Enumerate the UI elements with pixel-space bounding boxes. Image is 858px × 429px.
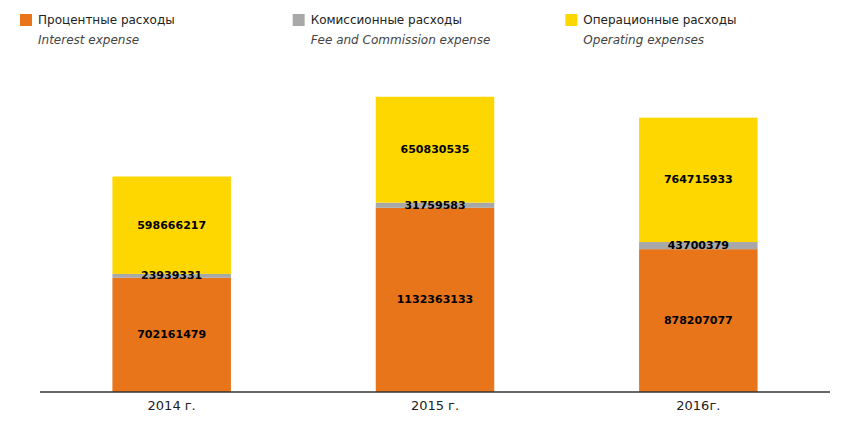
x-tick-label: 2014 г. xyxy=(148,398,196,413)
chart: 702161479 23939331 598666217 1132363133 3175… xyxy=(0,0,858,429)
bar-segment xyxy=(639,249,758,392)
bar-segment xyxy=(112,177,230,274)
bar-segment xyxy=(639,118,758,242)
data-label: 1132363133 xyxy=(397,293,474,306)
legend-swatch xyxy=(20,14,32,26)
data-label: 598666217 xyxy=(137,219,206,232)
data-label: 43700379 xyxy=(668,239,729,252)
legend-label: Процентные расходы xyxy=(38,13,175,27)
legend-swatch xyxy=(565,14,577,26)
chart-container: 702161479 23939331 598666217 1132363133 3175… xyxy=(0,0,858,429)
data-label: 650830535 xyxy=(401,143,470,156)
annotation: Operating expenses xyxy=(583,33,704,47)
bar-segment xyxy=(112,278,230,392)
legend-label: Операционные расходы xyxy=(583,13,736,27)
x-tick-labels: 2014 г. 2015 г. 2016г. xyxy=(148,398,721,413)
data-label: 23939331 xyxy=(141,269,202,282)
data-label: 702161479 xyxy=(137,328,206,341)
x-tick-label: 2016г. xyxy=(676,398,720,413)
legend-swatch xyxy=(293,14,305,26)
annotation: Fee and Commission expense xyxy=(311,33,491,47)
bar-segment xyxy=(376,97,495,203)
bars xyxy=(112,97,757,392)
x-axis-line xyxy=(40,391,830,393)
data-labels: 702161479 23939331 598666217 1132363133 3175… xyxy=(137,143,733,341)
bar-segment xyxy=(376,208,495,392)
annotation: Interest expense xyxy=(38,33,139,47)
data-label: 878207077 xyxy=(664,314,733,327)
data-label: 31759583 xyxy=(404,199,465,212)
legend-label: Комиссионные расходы xyxy=(311,13,462,27)
data-label: 764715933 xyxy=(664,173,733,186)
x-tick-label: 2015 г. xyxy=(411,398,459,413)
legend: Процентные расходы Комиссионные расходы Оп… xyxy=(20,13,736,47)
